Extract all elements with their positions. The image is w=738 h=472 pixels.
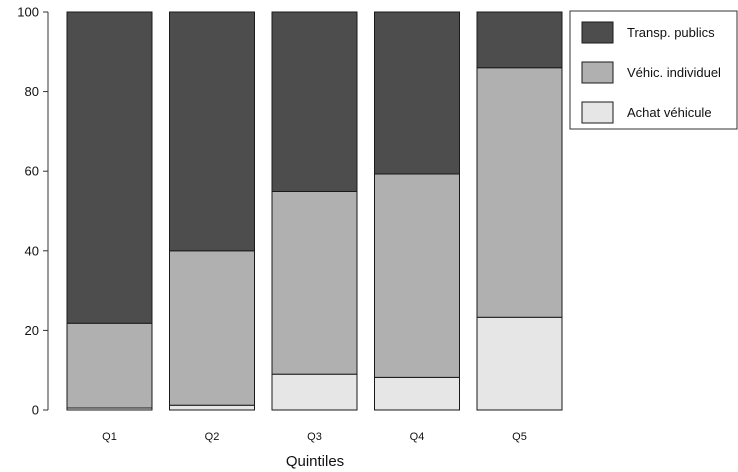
bar-q5-series-1 bbox=[476, 67, 563, 318]
x-axis-title: Quintiles bbox=[286, 453, 344, 470]
bar-q3-series-0 bbox=[271, 373, 358, 411]
bar-q4-series-0 bbox=[374, 376, 460, 411]
bar-q5-series-0 bbox=[476, 316, 563, 411]
legend-label: Transp. publics bbox=[627, 25, 715, 40]
bar-q1-series-2 bbox=[66, 11, 153, 324]
y-tick-label: 60 bbox=[25, 164, 39, 179]
legend-label: Achat véhicule bbox=[627, 105, 712, 120]
legend-swatch bbox=[581, 101, 614, 124]
bar-q4-series-2 bbox=[374, 11, 460, 175]
legend: Transp. publics Véhic. individuel Achat vé… bbox=[569, 10, 738, 130]
bar-q1-series-1 bbox=[66, 322, 153, 409]
bar-q2-series-0 bbox=[169, 404, 255, 411]
bar-q3-series-2 bbox=[271, 11, 358, 192]
y-tick-label: 80 bbox=[25, 84, 39, 99]
y-tick-label: 100 bbox=[17, 5, 39, 20]
bar-q2-series-1 bbox=[169, 250, 255, 406]
legend-swatch bbox=[581, 61, 614, 84]
y-tick-label: 0 bbox=[32, 403, 39, 418]
bar-q2-series-2 bbox=[169, 11, 255, 252]
y-tick-label: 40 bbox=[25, 243, 39, 258]
x-tick-label: Q4 bbox=[410, 431, 425, 443]
x-axis-ticks: Q1 Q2 Q3 Q4 Q5 bbox=[102, 431, 527, 443]
y-axis: 0 20 40 60 80 100 bbox=[17, 5, 49, 418]
bar-q3-series-1 bbox=[271, 190, 358, 375]
legend-label: Véhic. individuel bbox=[627, 65, 721, 80]
bar-q5-series-2 bbox=[476, 11, 563, 69]
bars-group bbox=[66, 11, 563, 411]
legend-swatch bbox=[581, 21, 614, 44]
y-tick-label: 20 bbox=[25, 323, 39, 338]
x-tick-label: Q2 bbox=[205, 431, 220, 443]
x-tick-label: Q1 bbox=[102, 431, 117, 443]
x-tick-label: Q3 bbox=[307, 431, 322, 443]
x-tick-label: Q5 bbox=[512, 431, 527, 443]
bar-q4-series-1 bbox=[374, 173, 460, 378]
